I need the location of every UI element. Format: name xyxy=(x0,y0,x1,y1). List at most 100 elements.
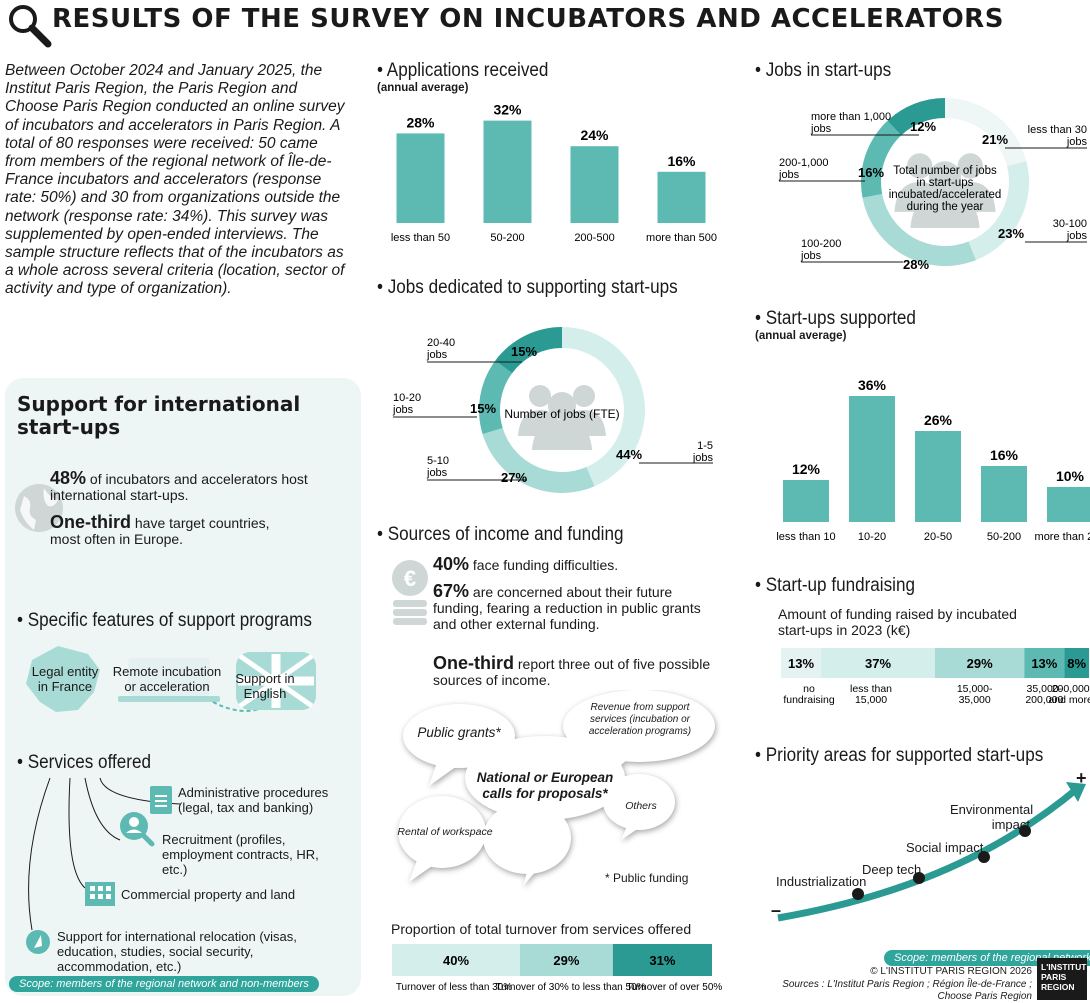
international-title: Support for international start-ups xyxy=(17,392,301,439)
slice-label-2: 100-200 xyxy=(801,238,841,250)
center-label-3: during the year xyxy=(907,201,984,213)
point-social-impact xyxy=(978,851,990,863)
category-label-4-0: 200,000 xyxy=(1052,683,1090,695)
services-connectors xyxy=(26,777,181,954)
segment-4 xyxy=(1064,648,1089,678)
bar-label-0: 12% xyxy=(792,461,821,477)
svg-text:jobs: jobs xyxy=(800,250,822,262)
segment-label-0: 40% xyxy=(443,953,469,968)
category-label-0-0: Turnover of less than 30% xyxy=(396,982,512,993)
tick-label-0: less than 10 xyxy=(776,531,835,543)
segment-1 xyxy=(520,944,613,976)
category-label-4-1: and more xyxy=(1049,694,1090,706)
startups-subtitle: (annual average) xyxy=(755,330,847,342)
bar-1 xyxy=(483,120,532,223)
center-label-0: Total number of jobs xyxy=(893,165,997,177)
slice-0 xyxy=(562,327,645,487)
startups-chart: 12% less than 10 36% 10-20 26% 20-50 16% 50-200… xyxy=(776,377,1090,543)
tick-label-1: 50-200 xyxy=(490,232,524,244)
segment-label-3: 13% xyxy=(1031,656,1057,671)
bar-4 xyxy=(1047,487,1090,522)
feature-legal-entity: Legal entity in France xyxy=(31,664,99,694)
bar-0 xyxy=(396,133,445,223)
bar-label-3: 16% xyxy=(990,447,1019,463)
bar-label-0: 28% xyxy=(406,114,435,130)
feature-english: Support in English xyxy=(235,671,295,701)
svg-text:jobs: jobs xyxy=(810,123,832,135)
international-stat-1: 48% of incubators and accelerators host … xyxy=(50,468,308,503)
svg-text:jobs: jobs xyxy=(1066,230,1088,242)
slice-label-1: 30-100 xyxy=(1053,218,1087,230)
startup-jobs-title: • Jobs in start-ups xyxy=(755,60,892,81)
category-label-1-0: less than xyxy=(850,683,892,695)
fundraising-subtitle: Amount of funding raised by incubated st… xyxy=(778,606,1017,638)
point-deep-tech xyxy=(913,872,925,884)
income-stat-3: One-third report three out of five possi… xyxy=(433,653,711,688)
people-icon xyxy=(518,385,606,450)
copyright: © L'INSTITUT PARIS REGION 2026 xyxy=(870,966,1032,977)
features-title: • Specific features of support programs xyxy=(17,610,312,631)
svg-text:jobs: jobs xyxy=(692,452,714,464)
applications-title: • Applications received xyxy=(377,60,549,81)
minus-sign: – xyxy=(771,900,782,920)
slice-pct-0: 21% xyxy=(982,132,1008,147)
income-stat-1: 40% face funding difficulties. xyxy=(433,554,619,574)
bubble-revenue-services: Revenue from support services (incubatio… xyxy=(588,702,692,737)
slice-label-1: 5-10 xyxy=(427,455,449,467)
bubble-calls-for-proposals: National or European calls for proposals… xyxy=(476,770,614,801)
segment-label-1: 29% xyxy=(553,953,579,968)
scope-left: Scope: members of the regional network a… xyxy=(9,976,319,992)
priority-curve xyxy=(777,782,1086,922)
slice-label-2: 10-20 xyxy=(393,392,421,404)
startups-title: • Start-ups supported xyxy=(755,308,916,329)
center-label-1: in start-ups xyxy=(917,177,974,189)
priority-environmental-impact: Environmental impact xyxy=(950,802,1034,832)
segment-label-1: 37% xyxy=(865,656,891,671)
services-title: • Services offered xyxy=(17,752,151,773)
category-label-1-0: Turnover of 30% to less than 50% xyxy=(495,982,645,993)
applications-subtitle: (annual average) xyxy=(377,82,469,94)
tick-label-2: 20-50 xyxy=(924,531,952,543)
category-label-0-0: no xyxy=(803,683,815,695)
segment-label-0: 13% xyxy=(788,656,814,671)
slice-pct-2: 28% xyxy=(903,257,929,272)
slice-pct-1: 27% xyxy=(501,470,527,485)
svg-text:jobs: jobs xyxy=(426,467,448,479)
globe-icon xyxy=(15,484,63,532)
laptop-icon xyxy=(128,658,210,696)
bar-label-3: 16% xyxy=(667,153,696,169)
feature-remote: Remote incubation or acceleration xyxy=(112,664,222,694)
tick-label-0: less than 50 xyxy=(391,232,450,244)
support-jobs-chart: Number of jobs (FTE)44%1-5jobs27%5-10job… xyxy=(392,327,714,493)
magnifier-icon xyxy=(9,5,52,48)
slice-1 xyxy=(482,428,595,493)
segment-2 xyxy=(612,944,712,976)
plus-sign: + xyxy=(1076,768,1087,788)
income-stat-2: 67% are concerned about their future fun… xyxy=(433,581,701,632)
slice-2 xyxy=(862,193,976,266)
category-label-2-1: 35,000 xyxy=(959,694,991,706)
france-map-icon xyxy=(26,646,100,712)
people-icon xyxy=(894,153,996,228)
segment-0 xyxy=(781,648,822,678)
fundraising-title: • Start-up fundraising xyxy=(755,575,915,596)
svg-text:jobs: jobs xyxy=(392,404,414,416)
category-label-0-1: fundraising xyxy=(783,694,835,706)
bar-0 xyxy=(783,480,829,522)
priority-title: • Priority areas for supported start-ups xyxy=(755,745,1044,766)
bar-label-2: 26% xyxy=(924,412,953,428)
slice-label-0: 1-5 xyxy=(697,440,713,452)
bubble-others: Others xyxy=(625,800,657,812)
svg-text:€: € xyxy=(404,566,416,591)
priority-deep-tech: Deep tech xyxy=(862,862,922,877)
slice-2 xyxy=(479,360,513,435)
priority-industrialization: Industrialization xyxy=(776,874,867,889)
segment-0 xyxy=(392,944,520,976)
service-commercial-property: Commercial property and land xyxy=(121,887,296,902)
turnover-title: Proportion of total turnover from servic… xyxy=(391,921,692,937)
applications-chart: 28% less than 50 32% 50-200 24% 200-500 16% mor… xyxy=(391,102,717,244)
bar-3 xyxy=(657,171,706,223)
page-title: RESULTS OF THE SURVEY ON INCUBATORS AND … xyxy=(52,4,1004,34)
svg-text:jobs: jobs xyxy=(1066,136,1088,148)
